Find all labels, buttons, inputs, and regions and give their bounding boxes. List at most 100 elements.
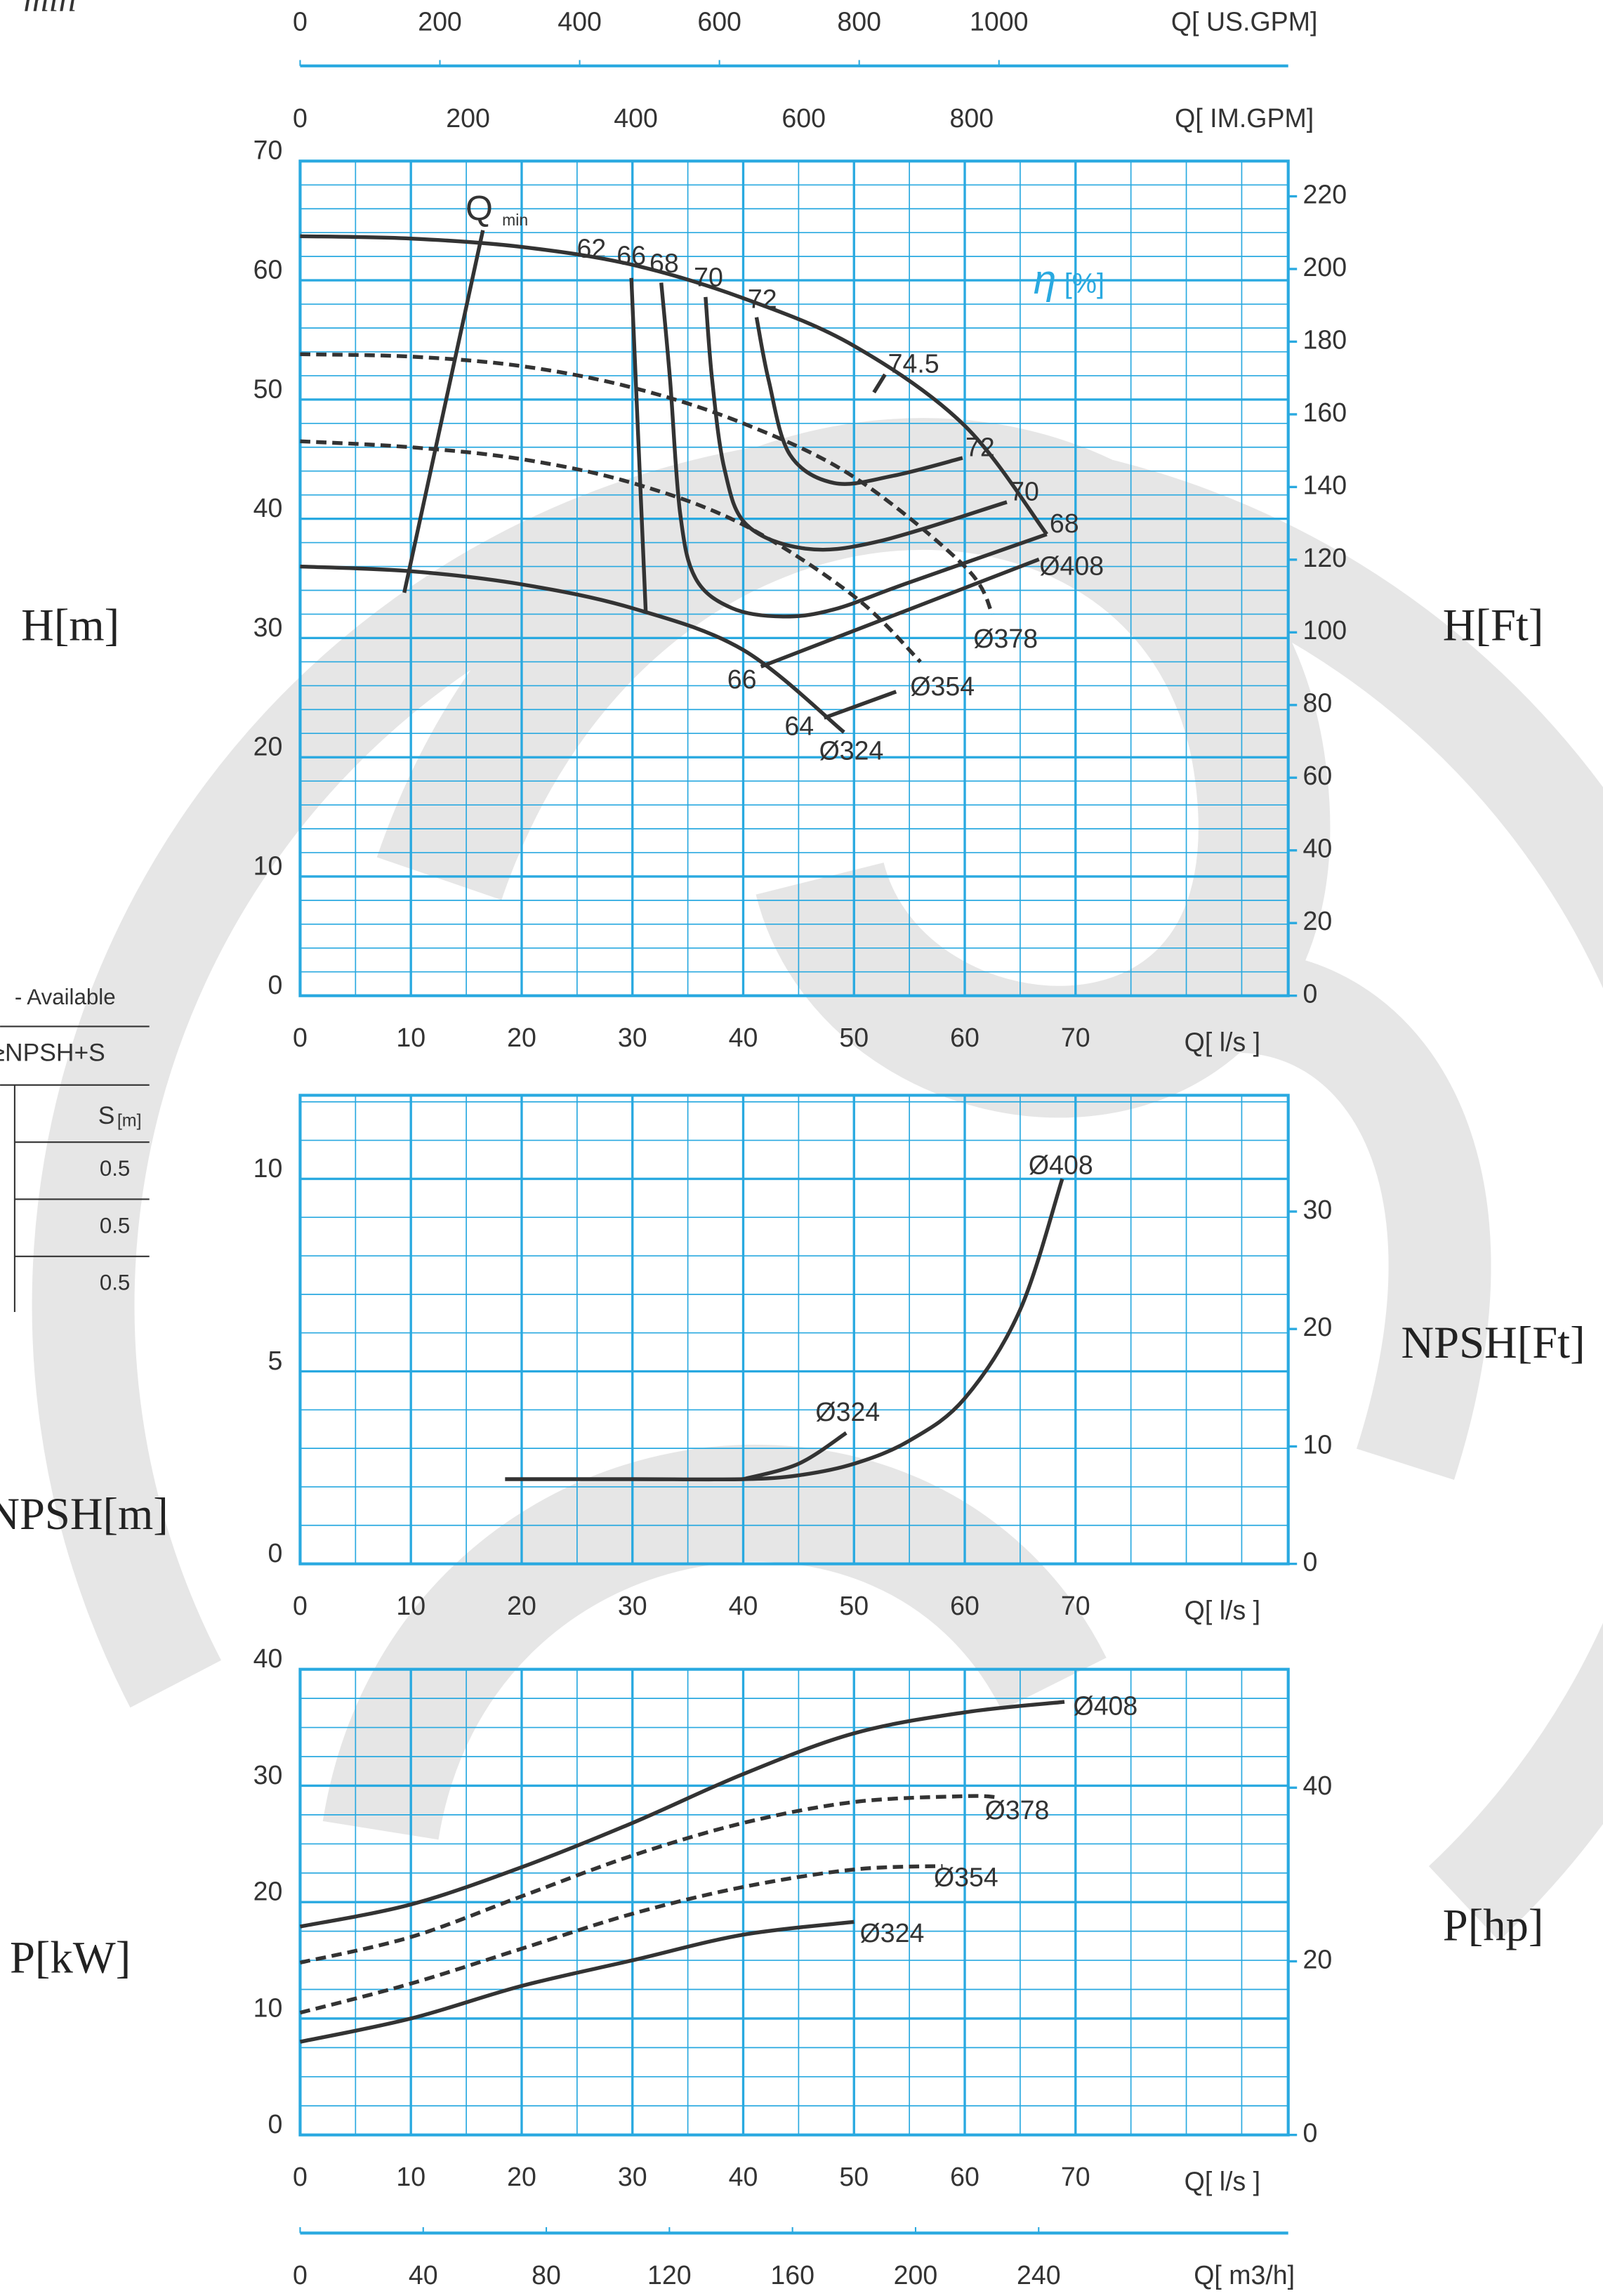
secondary-tick-label: 0 bbox=[293, 2260, 308, 2290]
series-label: Ø354 bbox=[934, 1862, 998, 1891]
x-tick-label: 50 bbox=[839, 1591, 869, 1620]
y2-tick-label: 140 bbox=[1303, 470, 1347, 499]
background-swirl bbox=[84, 484, 1603, 1903]
y-tick-label: 10 bbox=[253, 1993, 283, 2022]
x-tick-label: 30 bbox=[618, 2162, 647, 2191]
y2-tick-label: 220 bbox=[1303, 179, 1347, 209]
y2-tick-label: 40 bbox=[1303, 1771, 1333, 1800]
x-tick-label: 10 bbox=[396, 2162, 426, 2191]
qmin-sub: min bbox=[502, 211, 528, 229]
y2-tick-label: 30 bbox=[1303, 1195, 1333, 1224]
x-tick-label: 50 bbox=[839, 2162, 869, 2191]
table-title: - Available bbox=[15, 985, 116, 1009]
efficiency-label: 66 bbox=[727, 664, 757, 694]
efficiency-unit: [%] bbox=[1064, 268, 1104, 299]
secondary-axis-label: Q[ US.GPM] bbox=[1171, 6, 1317, 36]
y-tick-label: 50 bbox=[253, 374, 283, 403]
x-tick-label: 0 bbox=[293, 1023, 308, 1052]
y-tick-label: 0 bbox=[268, 2109, 283, 2139]
qmin-line bbox=[404, 230, 483, 593]
y2-tick-label: 40 bbox=[1303, 834, 1333, 863]
y-tick-label: 10 bbox=[253, 1153, 283, 1183]
x-tick-label: 30 bbox=[618, 1023, 647, 1052]
y-tick-label: 20 bbox=[253, 732, 283, 761]
secondary-tick-label: 800 bbox=[837, 6, 881, 36]
y2-axis-label: NPSH[Ft] bbox=[1401, 1317, 1585, 1367]
efficiency-line bbox=[824, 692, 897, 718]
y-tick-label: 60 bbox=[253, 254, 283, 284]
secondary-tick-label: 200 bbox=[418, 6, 462, 36]
y2-tick-label: 0 bbox=[1303, 979, 1318, 1009]
table-cell: 0.5 bbox=[100, 1156, 130, 1181]
secondary-axis-label: Q[ m3/h] bbox=[1194, 2260, 1295, 2290]
x-tick-label: 40 bbox=[729, 1591, 758, 1620]
x-tick-label: 40 bbox=[729, 1023, 758, 1052]
y-tick-label: 0 bbox=[268, 1538, 283, 1568]
efficiency-label: 64 bbox=[784, 711, 814, 741]
y2-tick-label: 20 bbox=[1303, 1944, 1333, 1974]
secondary-tick-label: 400 bbox=[614, 103, 658, 133]
table-cell: 0.5 bbox=[100, 1213, 130, 1238]
secondary-tick-label: 600 bbox=[781, 103, 826, 133]
secondary-tick-label: 200 bbox=[894, 2260, 938, 2290]
y-tick-label: 70 bbox=[253, 136, 283, 165]
y-tick-label: 20 bbox=[253, 1877, 283, 1906]
x-tick-label: 60 bbox=[950, 1023, 979, 1052]
secondary-tick-label: 400 bbox=[558, 6, 602, 36]
series-label: Ø324 bbox=[819, 736, 884, 766]
y-axis-label: NPSH[m] bbox=[0, 1488, 169, 1539]
x-tick-label: 60 bbox=[950, 1591, 979, 1620]
y-tick-label: 5 bbox=[268, 1346, 283, 1375]
x-tick-label: 0 bbox=[293, 1591, 308, 1620]
efficiency-label: 68 bbox=[649, 248, 679, 277]
curve bbox=[505, 1179, 1062, 1479]
efficiency-label: 74.5 bbox=[888, 349, 939, 379]
secondary-tick-label: 120 bbox=[647, 2260, 692, 2290]
x-tick-label: 0 bbox=[293, 2162, 308, 2191]
y2-axis-label: P[hp] bbox=[1443, 1900, 1544, 1950]
secondary-axis-label: Q[ IM.GPM] bbox=[1175, 103, 1314, 133]
efficiency-label: 70 bbox=[694, 263, 723, 292]
efficiency-label: 70 bbox=[1010, 476, 1039, 506]
chart: min - Available ≥NPSH+S S [m] 0.5 0.5 0.… bbox=[0, 0, 1603, 2296]
y2-axis-label: H[Ft] bbox=[1443, 599, 1544, 650]
secondary-tick-label: 0 bbox=[293, 103, 308, 133]
series-label: Ø378 bbox=[985, 1795, 1050, 1825]
x-tick-label: 50 bbox=[839, 1023, 869, 1052]
secondary-tick-label: 600 bbox=[697, 6, 741, 36]
secondary-tick-label: 240 bbox=[1017, 2260, 1061, 2290]
y2-tick-label: 10 bbox=[1303, 1429, 1333, 1459]
series-label: Ø408 bbox=[1029, 1150, 1093, 1180]
y2-tick-label: 120 bbox=[1303, 543, 1347, 572]
series-label: Ø408 bbox=[1039, 551, 1104, 581]
table-formula: ≥NPSH+S bbox=[0, 1038, 105, 1066]
y-axis-label: P[kW] bbox=[10, 1931, 131, 1982]
series-label: Ø378 bbox=[973, 624, 1038, 653]
table-cell: 0.5 bbox=[100, 1271, 130, 1295]
y2-tick-label: 20 bbox=[1303, 1312, 1333, 1341]
x-axis-label: Q[ l/s ] bbox=[1185, 2166, 1260, 2196]
efficiency-label: 66 bbox=[616, 240, 646, 270]
y-tick-label: 10 bbox=[253, 851, 283, 880]
y2-tick-label: 0 bbox=[1303, 1547, 1318, 1576]
series-label: Ø354 bbox=[910, 671, 975, 701]
x-tick-label: 60 bbox=[950, 2162, 979, 2191]
table-header-unit: [m] bbox=[117, 1111, 142, 1131]
efficiency-symbol: η bbox=[1034, 257, 1056, 303]
corner-text: min bbox=[23, 0, 76, 19]
secondary-tick-label: 80 bbox=[532, 2260, 561, 2290]
series-label: Ø324 bbox=[815, 1397, 880, 1426]
secondary-tick-label: 160 bbox=[770, 2260, 814, 2290]
x-tick-label: 40 bbox=[729, 2162, 758, 2191]
x-tick-label: 10 bbox=[396, 1023, 426, 1052]
x-axis-label: Q[ l/s ] bbox=[1185, 1027, 1260, 1056]
series-label: Ø324 bbox=[860, 1918, 925, 1948]
x-axis-label: Q[ l/s ] bbox=[1185, 1595, 1260, 1625]
x-tick-label: 70 bbox=[1061, 1591, 1090, 1620]
y2-tick-label: 160 bbox=[1303, 398, 1347, 427]
y2-tick-label: 180 bbox=[1303, 324, 1347, 354]
qmin-label: Q bbox=[466, 188, 493, 228]
y-axis-label: H[m] bbox=[21, 599, 119, 650]
x-tick-label: 30 bbox=[618, 1591, 647, 1620]
secondary-tick-label: 200 bbox=[446, 103, 490, 133]
